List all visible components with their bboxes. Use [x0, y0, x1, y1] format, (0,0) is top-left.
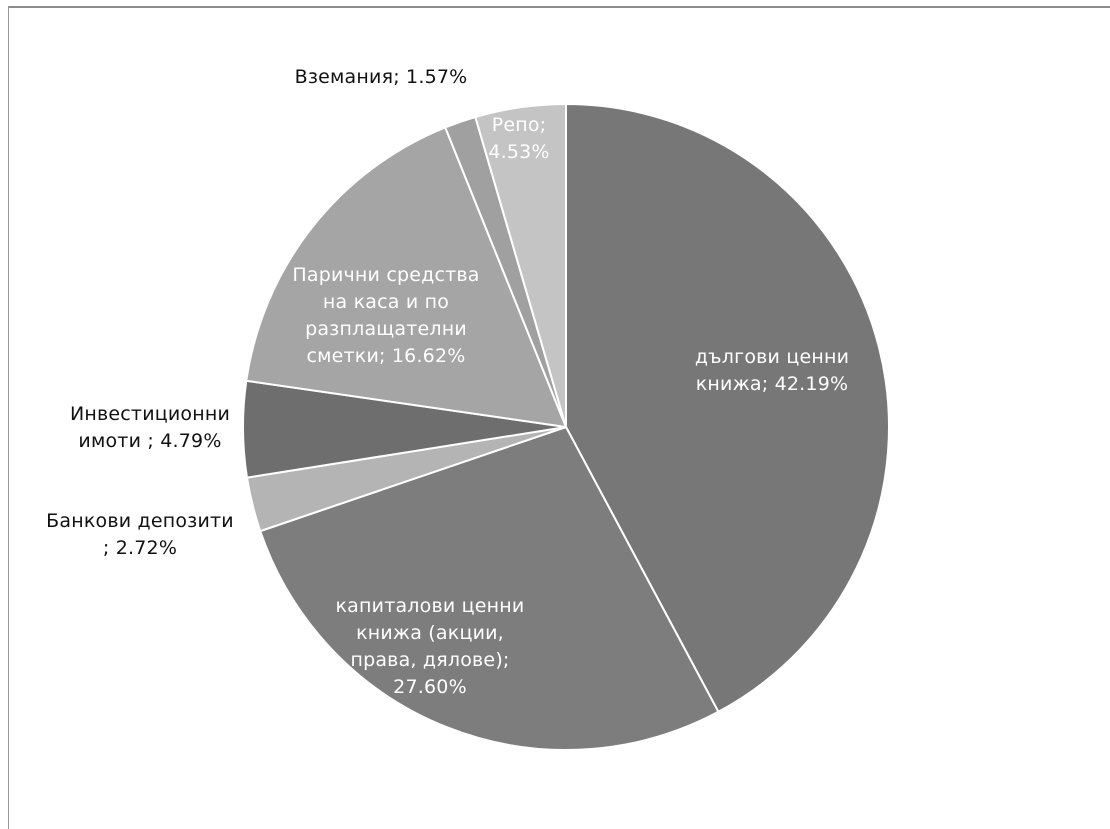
pie-slice-2 [258, 425, 720, 751]
pie-label-2: капиталови ценни книжа (акции, права, дяло… [336, 595, 525, 698]
pie-slice-7 [474, 102, 567, 428]
pie-label-7: Репо; 4.53% [488, 114, 549, 163]
pie-slice-5 [245, 126, 568, 429]
pie-label-6: Вземания; 1.57% [295, 66, 468, 88]
pie-label-1: дългови ценни книжа; 42.19% [695, 346, 849, 395]
pie-label-3: Банкови депозити; 2.72% [46, 510, 234, 559]
pie-slice-1 [565, 102, 890, 714]
pie-slices [242, 102, 890, 751]
pie-labels: дългови ценни книжа; 42.19% капиталови цен… [46, 66, 849, 698]
pie-label-5: Парични средства на каса и по разплащателн… [292, 264, 479, 367]
pie-label-4: Инвестиционни имоти ; 4.79% [70, 403, 230, 452]
